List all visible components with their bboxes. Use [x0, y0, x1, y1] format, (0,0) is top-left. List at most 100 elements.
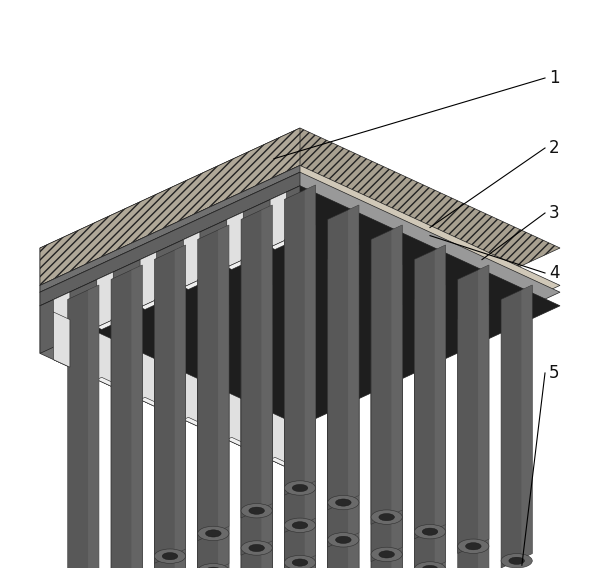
- Polygon shape: [40, 172, 300, 306]
- Ellipse shape: [422, 528, 438, 535]
- Polygon shape: [140, 299, 162, 310]
- Ellipse shape: [284, 481, 315, 495]
- Polygon shape: [414, 245, 445, 539]
- Ellipse shape: [422, 565, 438, 568]
- Polygon shape: [40, 165, 560, 406]
- Polygon shape: [131, 305, 142, 568]
- Polygon shape: [140, 398, 162, 407]
- Polygon shape: [111, 305, 142, 568]
- Polygon shape: [111, 265, 142, 568]
- Polygon shape: [261, 365, 272, 568]
- Polygon shape: [501, 285, 533, 568]
- Polygon shape: [68, 285, 99, 568]
- Polygon shape: [304, 185, 315, 486]
- Polygon shape: [304, 225, 315, 523]
- Polygon shape: [261, 245, 272, 546]
- Polygon shape: [328, 325, 359, 568]
- Polygon shape: [218, 345, 229, 568]
- Polygon shape: [261, 285, 272, 568]
- Polygon shape: [227, 437, 248, 447]
- Ellipse shape: [154, 549, 185, 563]
- Polygon shape: [348, 365, 359, 568]
- Polygon shape: [522, 285, 533, 559]
- Polygon shape: [40, 165, 300, 292]
- Ellipse shape: [284, 518, 315, 532]
- Polygon shape: [270, 457, 292, 467]
- Polygon shape: [392, 225, 402, 515]
- Polygon shape: [198, 305, 229, 568]
- Polygon shape: [184, 372, 200, 427]
- Polygon shape: [328, 365, 359, 568]
- Polygon shape: [40, 306, 300, 473]
- Polygon shape: [241, 325, 272, 568]
- Polygon shape: [40, 186, 300, 353]
- Polygon shape: [284, 265, 315, 568]
- Polygon shape: [414, 325, 445, 568]
- Polygon shape: [198, 265, 229, 568]
- Polygon shape: [174, 245, 185, 554]
- Polygon shape: [348, 285, 359, 568]
- Polygon shape: [304, 385, 315, 568]
- Text: 1: 1: [549, 69, 559, 87]
- Polygon shape: [40, 128, 560, 368]
- Ellipse shape: [379, 551, 395, 558]
- Polygon shape: [227, 260, 248, 269]
- Polygon shape: [241, 205, 272, 518]
- Ellipse shape: [198, 526, 229, 541]
- Polygon shape: [241, 245, 272, 555]
- Polygon shape: [140, 252, 157, 307]
- Polygon shape: [392, 345, 402, 568]
- Polygon shape: [304, 305, 315, 568]
- Polygon shape: [328, 205, 359, 509]
- Polygon shape: [40, 292, 300, 426]
- Polygon shape: [328, 245, 359, 547]
- Polygon shape: [261, 205, 272, 508]
- Polygon shape: [392, 305, 402, 568]
- Polygon shape: [261, 325, 272, 568]
- Ellipse shape: [371, 547, 402, 562]
- Polygon shape: [154, 245, 185, 563]
- Ellipse shape: [371, 510, 402, 524]
- Text: 3: 3: [549, 204, 559, 222]
- Polygon shape: [40, 172, 560, 412]
- Polygon shape: [218, 305, 229, 568]
- Polygon shape: [40, 186, 560, 426]
- Ellipse shape: [162, 553, 178, 559]
- Ellipse shape: [379, 513, 395, 521]
- Polygon shape: [414, 285, 445, 568]
- Polygon shape: [131, 265, 142, 568]
- Ellipse shape: [206, 567, 221, 568]
- Ellipse shape: [292, 485, 308, 491]
- Polygon shape: [227, 392, 243, 447]
- Polygon shape: [304, 345, 315, 568]
- Polygon shape: [371, 265, 402, 562]
- Polygon shape: [154, 285, 185, 568]
- Polygon shape: [270, 192, 287, 247]
- Polygon shape: [140, 352, 157, 407]
- Ellipse shape: [509, 557, 525, 565]
- Polygon shape: [241, 365, 272, 568]
- Polygon shape: [54, 357, 75, 367]
- Polygon shape: [40, 128, 300, 285]
- Polygon shape: [218, 225, 229, 531]
- Ellipse shape: [241, 503, 272, 518]
- Ellipse shape: [501, 554, 533, 568]
- Polygon shape: [304, 265, 315, 561]
- Polygon shape: [54, 340, 75, 349]
- Ellipse shape: [458, 539, 489, 553]
- Polygon shape: [478, 265, 489, 544]
- Polygon shape: [392, 265, 402, 552]
- Ellipse shape: [465, 542, 481, 550]
- Ellipse shape: [284, 556, 315, 568]
- Polygon shape: [371, 225, 402, 524]
- Ellipse shape: [292, 559, 308, 566]
- Polygon shape: [97, 320, 118, 329]
- Polygon shape: [284, 225, 315, 532]
- Ellipse shape: [206, 530, 221, 537]
- Polygon shape: [478, 305, 489, 568]
- Polygon shape: [174, 325, 185, 568]
- Ellipse shape: [414, 524, 445, 539]
- Polygon shape: [284, 345, 315, 568]
- Polygon shape: [54, 292, 70, 347]
- Polygon shape: [88, 285, 99, 568]
